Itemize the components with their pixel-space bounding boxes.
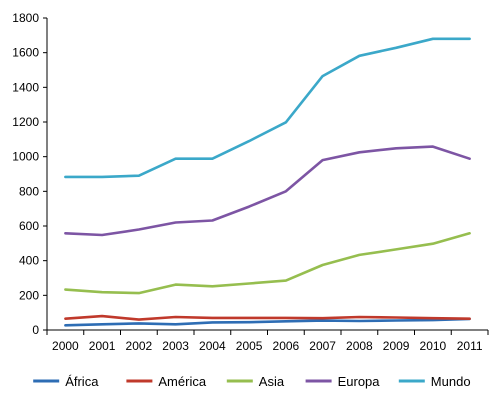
series-line-asia (64, 232, 471, 295)
x-tick-label: 2009 (383, 339, 410, 353)
y-tick-label: 1400 (12, 80, 39, 94)
x-tick-label: 2001 (89, 339, 116, 353)
series-line-mundo (64, 37, 471, 179)
legend-label-africa: África (65, 374, 99, 389)
legend-label-asia: Asia (259, 374, 285, 389)
y-tick-label: 0 (32, 323, 39, 337)
x-axis-ticks: 2000 2001 2002 2003 2004 2005 2006 2007 2008 2009… (46, 330, 489, 353)
x-tick-label: 2010 (420, 339, 447, 353)
x-tick-label: 2011 (457, 339, 483, 353)
y-tick-label: 800 (19, 184, 39, 198)
y-tick-label: 600 (19, 219, 39, 233)
legend-label-mundo: Mundo (431, 374, 471, 389)
y-tick-label: 400 (19, 254, 39, 268)
y-tick-label: 1200 (12, 115, 39, 129)
x-tick-label: 2003 (162, 339, 189, 353)
y-tick-label: 1800 (12, 11, 39, 25)
series-line-africa (64, 317, 471, 327)
x-tick-label: 2000 (52, 339, 79, 353)
series-line-europa (64, 145, 471, 237)
x-tick-label: 2006 (273, 339, 300, 353)
x-tick-label: 2007 (309, 339, 336, 353)
x-tick-label: 2004 (199, 339, 226, 353)
y-tick-label: 1000 (12, 150, 39, 164)
y-axis-ticks: 0 200 400 600 800 1000 1200 1400 1600 1800 (12, 11, 47, 337)
axes (46, 18, 488, 331)
x-tick-label: 2005 (236, 339, 263, 353)
legend-label-america: América (158, 374, 206, 389)
y-tick-label: 200 (19, 288, 39, 302)
series-lines (64, 37, 471, 327)
x-tick-label: 2008 (346, 339, 373, 353)
legend-label-europa: Europa (338, 374, 381, 389)
series-line-america (64, 314, 471, 321)
legend: África América Asia Europa Mundo (33, 374, 471, 389)
y-tick-label: 1600 (12, 46, 39, 60)
x-tick-label: 2002 (126, 339, 153, 353)
